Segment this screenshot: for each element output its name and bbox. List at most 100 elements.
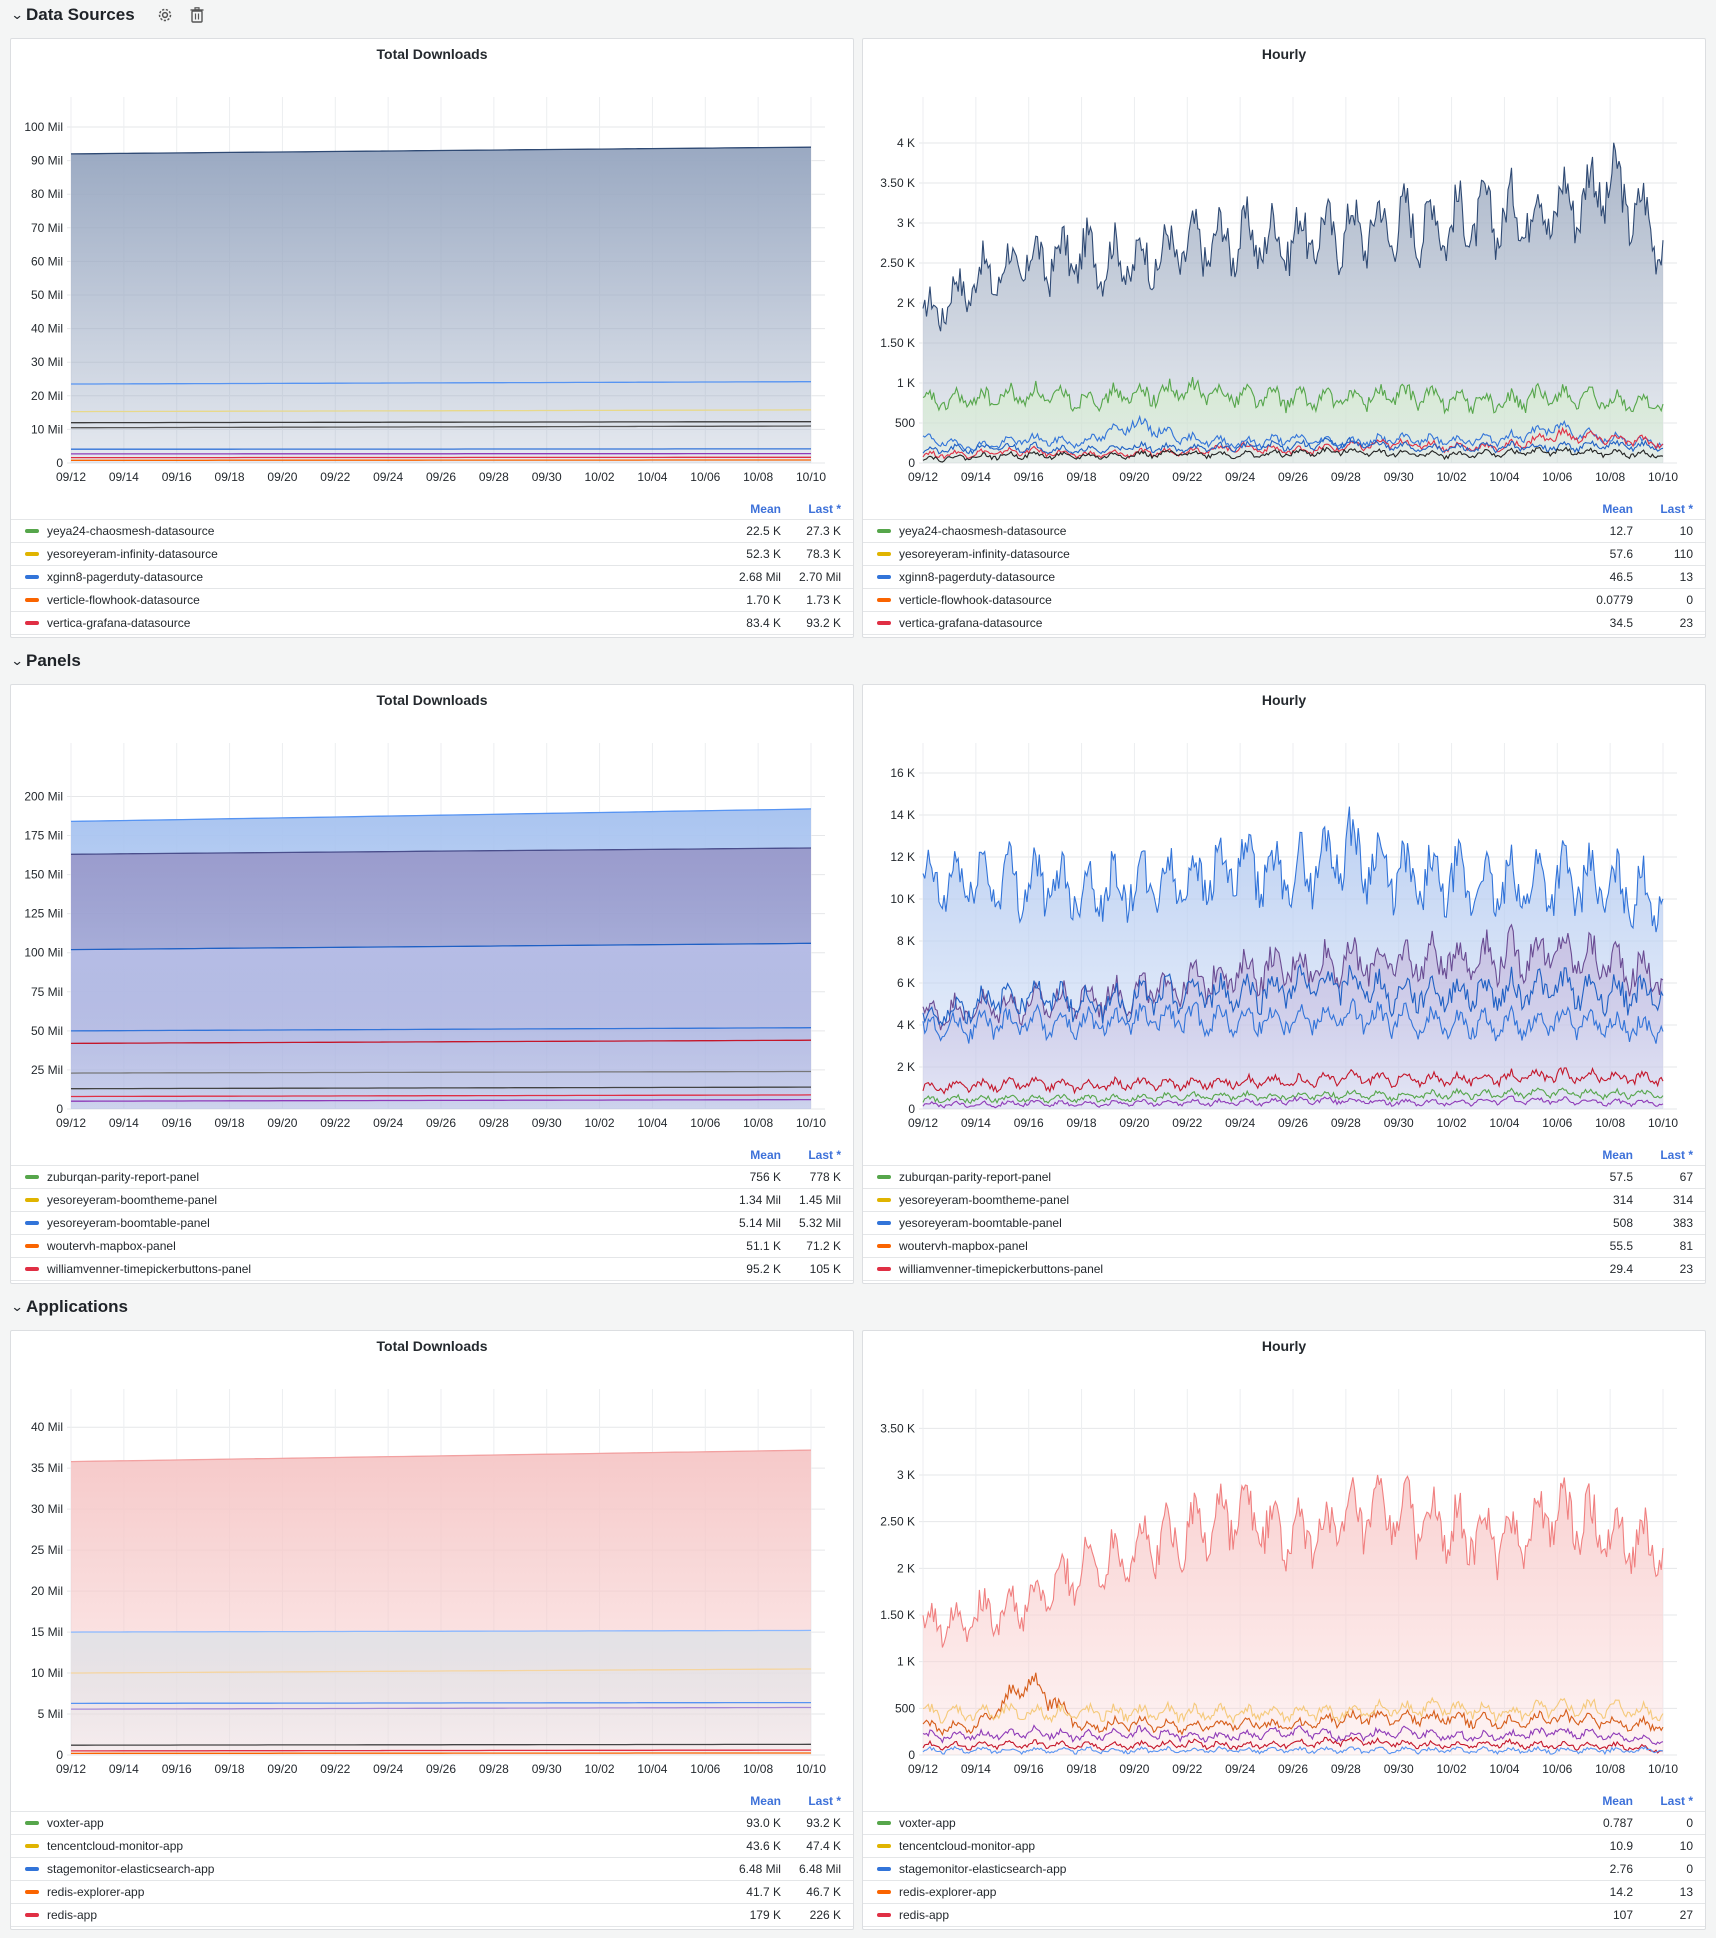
series-line[interactable] — [71, 409, 811, 413]
legend-series-name[interactable]: stagemonitor-elasticsearch-app — [11, 1856, 723, 1880]
legend-series-name[interactable]: redis-app — [863, 1902, 1575, 1926]
panel-title[interactable]: Hourly — [1261, 1338, 1307, 1354]
legend-series-name[interactable]: vonage-status-panel — [11, 1279, 723, 1283]
series-line[interactable] — [70, 1027, 812, 1032]
legend-label[interactable]: yesoreyeram-boomtheme-panel — [899, 1192, 1070, 1207]
legend-series-name[interactable]: redis-explorer-app — [11, 1879, 723, 1903]
legend-row[interactable]: redis-explorer-app 41.7 K 46.7 K — [11, 1879, 853, 1903]
legend-swatch[interactable] — [25, 598, 39, 603]
legend-mean-header[interactable]: Mean — [1602, 1147, 1633, 1162]
legend-series-name[interactable]: yesoreyeram-boomtheme-panel — [11, 1187, 723, 1211]
legend-label[interactable]: voxter-app — [47, 1815, 104, 1830]
legend-label[interactable]: xginn8-pagerduty-datasource — [899, 569, 1056, 584]
series-line[interactable] — [922, 1745, 1664, 1756]
series-line[interactable] — [922, 1066, 1664, 1095]
legend-label[interactable]: verticle-flowhook-datasource — [47, 592, 200, 607]
series-line[interactable] — [922, 1474, 1664, 1648]
legend-series-name[interactable]: yesoreyeram-boomtable-panel — [11, 1210, 723, 1234]
legend-swatch[interactable] — [877, 1244, 891, 1249]
legend-row[interactable]: woutervh-mapbox-panel 55.5 81 — [863, 1233, 1705, 1257]
legend-swatch[interactable] — [25, 1198, 39, 1203]
legend-series-name[interactable]: vertamedia-clickhouse-datasource — [863, 633, 1575, 637]
legend-label[interactable]: yesoreyeram-infinity-datasource — [899, 546, 1070, 561]
legend-row[interactable]: yeya24-chaosmesh-datasource 12.7 10 — [863, 518, 1705, 542]
legend-swatch[interactable] — [25, 1821, 39, 1826]
legend-row[interactable]: yesoreyeram-boomtable-panel 5.14 Mil 5.3… — [11, 1210, 853, 1234]
legend-row[interactable]: yesoreyeram-boomtheme-panel 1.34 Mil 1.4… — [11, 1187, 853, 1211]
legend-swatch[interactable] — [25, 1844, 39, 1849]
legend-label[interactable]: williamvenner-timepickerbuttons-panel — [899, 1261, 1104, 1276]
legend-series-name[interactable]: yesoreyeram-boomtheme-panel — [863, 1187, 1575, 1211]
legend-swatch[interactable] — [25, 621, 39, 626]
legend-label[interactable]: yesoreyeram-boomtable-panel — [899, 1215, 1062, 1230]
legend-label[interactable]: redis-explorer-app — [899, 1884, 997, 1899]
legend-row[interactable]: raintank-snap-app — [863, 1925, 1705, 1929]
series-line[interactable] — [922, 963, 1664, 1027]
legend-series-name[interactable]: redis-app — [11, 1902, 723, 1926]
legend-row[interactable]: yesoreyeram-infinity-datasource 57.6 110 — [863, 541, 1705, 565]
legend-row[interactable]: yesoreyeram-infinity-datasource 52.3 K 7… — [11, 541, 853, 565]
series-line[interactable] — [922, 436, 1664, 455]
legend-row[interactable]: williamvenner-timepickerbuttons-panel 95… — [11, 1256, 853, 1280]
legend-swatch[interactable] — [25, 529, 39, 534]
legend-swatch[interactable] — [25, 1221, 39, 1226]
legend-row[interactable]: yesoreyeram-boomtheme-panel 314 314 — [863, 1187, 1705, 1211]
legend-row[interactable]: tencentcloud-monitor-app 10.9 10 — [863, 1833, 1705, 1857]
legend-row[interactable]: zuburqan-parity-report-panel 756 K 778 K — [11, 1164, 853, 1188]
series-line[interactable] — [71, 1706, 811, 1710]
series-line[interactable] — [922, 923, 1664, 1031]
series-line[interactable] — [922, 1087, 1664, 1104]
legend-label[interactable]: stagemonitor-elasticsearch-app — [47, 1861, 215, 1876]
legend-label[interactable]: tencentcloud-monitor-app — [47, 1838, 184, 1853]
legend-swatch[interactable] — [25, 1890, 39, 1895]
series-line[interactable] — [922, 1724, 1664, 1746]
legend-label[interactable]: voxter-app — [899, 1815, 956, 1830]
legend-label[interactable]: vertica-grafana-datasource — [899, 615, 1043, 630]
series-line[interactable] — [70, 1449, 812, 1463]
legend-row[interactable]: vonage-status-panel 105 Mil 107 Mil — [11, 1279, 853, 1283]
legend-swatch[interactable] — [877, 575, 891, 580]
legend-series-name[interactable]: woutervh-mapbox-panel — [11, 1233, 723, 1257]
legend-label[interactable]: vertica-grafana-datasource — [47, 615, 191, 630]
legend-series-name[interactable]: stagemonitor-elasticsearch-app — [863, 1856, 1575, 1880]
legend-row[interactable]: redis-explorer-app 14.2 13 — [863, 1879, 1705, 1903]
legend-row[interactable]: yesoreyeram-boomtable-panel 508 383 — [863, 1210, 1705, 1234]
legend-label[interactable]: yesoreyeram-infinity-datasource — [47, 546, 218, 561]
legend-row[interactable]: voxter-app 93.0 K 93.2 K — [11, 1810, 853, 1834]
legend-row[interactable]: yeya24-chaosmesh-datasource 22.5 K 27.3 … — [11, 518, 853, 542]
legend-series-name[interactable]: vonage-status-panel — [863, 1279, 1575, 1283]
panel-title[interactable]: Hourly — [1261, 46, 1307, 62]
legend-swatch[interactable] — [25, 1175, 39, 1180]
series-line[interactable] — [70, 146, 812, 155]
hourly-panel[interactable]: Hourly 0 500 1 K 1.50 K 2 K 2.50 K 3 K 3.50 K 09/… — [862, 1330, 1706, 1930]
legend-row[interactable]: woutervh-mapbox-panel 51.1 K 71.2 K — [11, 1233, 853, 1257]
legend-row[interactable]: vertamedia-clickhouse-datasource 231 73 — [863, 633, 1705, 637]
legend-swatch[interactable] — [25, 1867, 39, 1872]
chart-svg[interactable]: 0 10 Mil 20 Mil 30 Mil 40 Mil 50 Mil 60 Mil 70 … — [11, 69, 854, 499]
legend-swatch[interactable] — [25, 1913, 39, 1918]
legend-series-name[interactable]: yeya24-chaosmesh-datasource — [863, 518, 1575, 542]
legend-series-name[interactable]: yesoreyeram-infinity-datasource — [863, 541, 1575, 565]
legend-series-name[interactable]: voxter-app — [863, 1810, 1575, 1834]
legend-series-name[interactable]: verticle-flowhook-datasource — [863, 587, 1575, 611]
legend-label[interactable]: yesoreyeram-boomtable-panel — [47, 1215, 210, 1230]
legend-last-header[interactable]: Last * — [808, 1793, 841, 1808]
chevron-down-icon[interactable]: ⌄ — [10, 1299, 24, 1314]
chart-svg[interactable]: 0 2 K 4 K 6 K 8 K 10 K 12 K 14 K 16 K 09/12 09/14 0… — [863, 715, 1706, 1145]
legend-row[interactable]: vertamedia-clickhouse-datasource 4.12 Mi… — [11, 633, 853, 637]
panel-title[interactable]: Total Downloads — [376, 46, 488, 62]
series-line[interactable] — [922, 1736, 1664, 1754]
legend-swatch[interactable] — [877, 1867, 891, 1872]
legend-label[interactable]: williamvenner-timepickerbuttons-panel — [47, 1261, 252, 1276]
series-line[interactable] — [922, 806, 1664, 933]
legend-series-name[interactable]: vertamedia-clickhouse-datasource — [11, 633, 723, 637]
legend-label[interactable]: redis-app — [899, 1907, 950, 1922]
legend-series-name[interactable]: tencentcloud-monitor-app — [863, 1833, 1575, 1857]
legend-row[interactable]: redis-app 179 K 226 K — [11, 1902, 853, 1926]
panel-title[interactable]: Total Downloads — [376, 692, 488, 708]
legend-series-name[interactable]: zuburqan-parity-report-panel — [11, 1164, 723, 1188]
legend-swatch[interactable] — [877, 1890, 891, 1895]
legend-row[interactable]: xginn8-pagerduty-datasource 46.5 13 — [863, 564, 1705, 588]
legend-series-name[interactable]: yeya24-chaosmesh-datasource — [11, 518, 723, 542]
series-line[interactable] — [922, 142, 1664, 332]
